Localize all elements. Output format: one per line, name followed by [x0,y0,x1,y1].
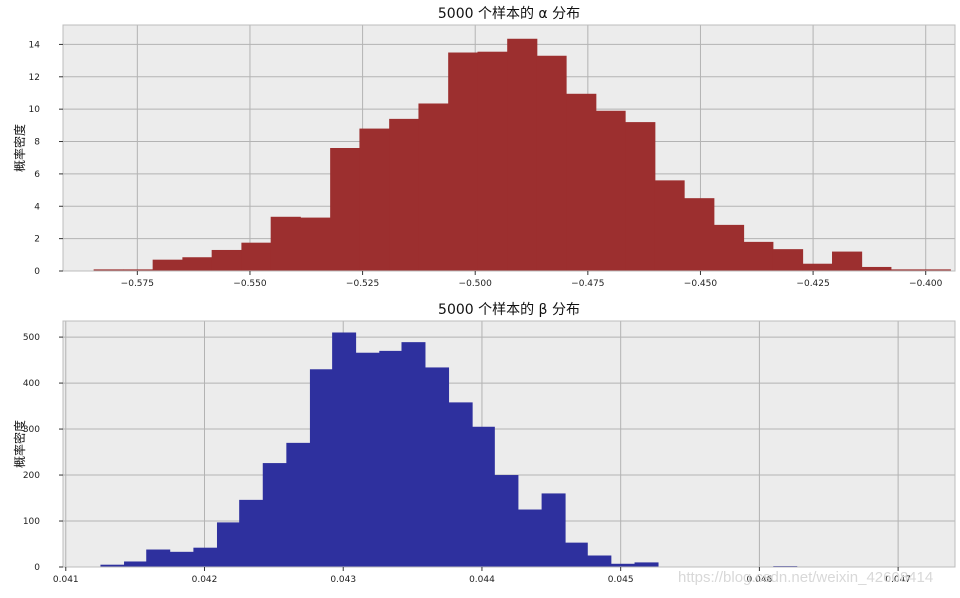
histogram-bar [507,38,538,272]
x-tick-label: −0.550 [233,279,267,289]
histogram-bar [262,463,287,567]
histogram-bar [193,547,218,567]
y-tick-label: 6 [34,170,40,180]
histogram-bar [123,269,154,271]
histogram-bar [494,475,519,567]
y-tick-label: 4 [34,202,40,212]
histogram-bar [286,442,311,567]
chart-panel-1: −0.575 −0.550 −0.525 −0.500 −0.475 −0.450 −0.4… [12,6,956,289]
x-tick-label: 0.047 [885,575,911,585]
y-tick-label: 0 [34,563,40,573]
histogram-bar [802,263,833,271]
histogram-bar [654,180,685,271]
histogram-bar [566,93,597,271]
x-tick-label: −0.400 [909,279,943,289]
chart-title: 5000 个样本的 β 分布 [438,302,580,318]
histogram-bar [891,269,922,271]
histogram-bar [309,369,333,567]
histogram-bar [182,257,213,271]
histogram-bar [379,350,402,567]
histogram-bar [359,128,390,271]
histogram-bar [472,426,495,567]
histogram-bar [684,198,715,271]
x-tick-label: 0.041 [53,575,79,585]
histogram-bar [518,509,543,567]
x-tick-label: 0.044 [469,575,495,585]
x-tick-label: −0.500 [459,279,493,289]
histogram-bar [448,402,473,567]
y-tick-label: 200 [23,471,40,481]
x-tick-label: −0.525 [346,279,379,289]
histogram-bar [300,217,331,271]
histogram-bar [832,251,863,271]
x-tick-label: 0.042 [192,575,218,585]
histogram-bar [565,542,588,567]
histogram-bar [772,249,804,271]
plot-frame [62,320,956,568]
x-tick-label: −0.475 [571,279,604,289]
y-tick-label: 8 [34,138,40,148]
histogram-bar [536,55,567,271]
plot-frame [62,24,956,272]
x-tick-label: 0.043 [330,575,356,585]
histogram-bar [587,555,612,567]
histogram-bar [216,522,240,567]
y-tick-label: 500 [23,333,40,343]
histogram-bar [634,562,659,567]
histogram-bar [743,241,774,271]
histogram-bar [146,549,171,567]
histogram-bar [332,332,357,567]
y-tick-label: 12 [29,73,40,83]
histogram-bar [425,367,450,567]
y-axis-label: 概率密度 [12,420,27,468]
histogram-bar [713,224,745,271]
y-tick-label: 400 [23,379,40,389]
y-tick-label: 2 [34,235,40,245]
histogram-bar [330,148,360,271]
histogram-bar [239,499,264,567]
histogram-bar [355,352,380,567]
histogram-bar [169,551,194,567]
histogram-bar [477,51,508,271]
y-tick-label: 0 [34,267,40,277]
y-tick-label: 300 [23,425,40,435]
histogram-bar [389,118,419,271]
histogram-bar [93,269,124,271]
chart-panel-2: 0.041 0.042 0.043 0.044 0.045 0.046 0.047 0 100 2… [12,302,956,585]
histogram-bar [920,269,951,271]
x-tick-label: −0.450 [684,279,718,289]
histogram-bar [211,249,242,271]
histogram-bar [152,259,183,271]
x-tick-label: −0.425 [796,279,829,289]
histogram-bar [625,122,656,272]
histogram-bar [270,216,301,271]
histogram-bar [241,242,272,271]
y-tick-label: 10 [29,105,41,115]
histogram-bar [595,110,626,272]
histogram-bar [610,563,635,567]
histogram-bar [401,342,426,567]
watermark-text: https://blog.csdn.net/weixin_42608414 [678,569,934,586]
histogram-bar [541,493,566,567]
y-tick-label: 14 [29,40,41,50]
histogram-bar [418,103,449,271]
histogram-bar [100,564,125,567]
chart-title: 5000 个样本的 α 分布 [438,6,580,22]
x-tick-label: −0.575 [121,279,154,289]
x-tick-label: 0.045 [608,575,634,585]
histogram-bar [124,561,147,567]
y-tick-label: 100 [23,517,40,527]
histogram-bar [861,266,892,271]
y-axis-label: 概率密度 [12,124,27,172]
x-tick-label: 0.046 [747,575,773,585]
histogram-bar [448,52,478,272]
